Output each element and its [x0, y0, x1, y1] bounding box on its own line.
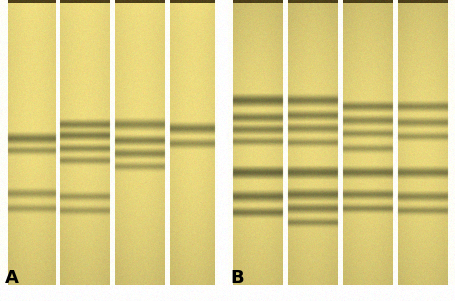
Text: B: B [230, 269, 243, 287]
Text: A: A [5, 269, 19, 287]
